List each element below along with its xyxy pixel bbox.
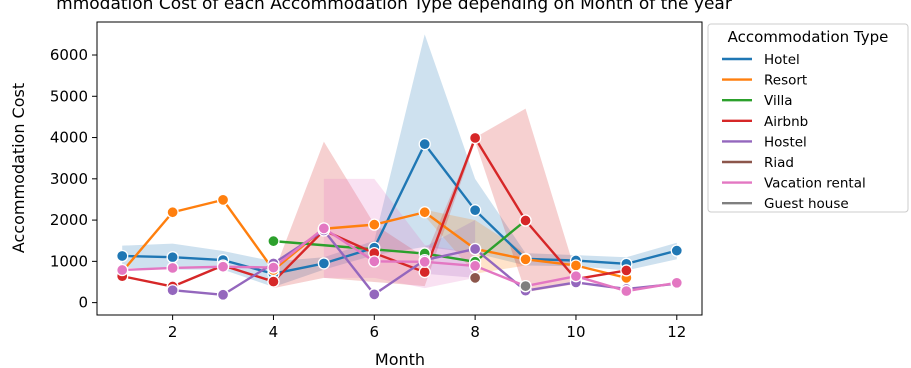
legend-items: Hotel Resort Villa Airbnb Hostel Riad Vacation… <box>722 52 866 212</box>
x-tick-label: 6 <box>370 323 380 341</box>
resort-point <box>216 193 230 207</box>
airbnb-point <box>620 264 633 277</box>
hostel-point <box>216 288 230 301</box>
series-markers <box>116 131 683 301</box>
resort-legend-label: Resort <box>764 73 807 89</box>
x-tick-label: 10 <box>566 323 585 341</box>
hotel-line <box>122 142 678 275</box>
vacation-rental-confidence-band <box>323 178 476 289</box>
airbnb-point <box>468 131 482 145</box>
y-tick-label: 0 <box>78 294 88 312</box>
resort-point <box>519 253 532 266</box>
vacation-rental-legend-label: Vacation rental <box>764 176 866 192</box>
y-tick-label: 6000 <box>50 46 88 64</box>
vacation-rental-point <box>620 284 633 298</box>
vacation-rental-point <box>569 270 583 283</box>
y-axis-ticks: 0 1000 2000 3000 4000 5000 6000 <box>50 46 97 312</box>
airbnb-point <box>418 265 431 279</box>
airbnb-point <box>267 275 280 288</box>
vacation-rental-point <box>418 255 431 268</box>
y-axis-label: Accommodation Cost <box>9 83 28 253</box>
hostel-point <box>368 288 381 301</box>
hostel-legend-label: Hostel <box>764 134 807 150</box>
vacation-rental-point <box>468 259 482 273</box>
vacation-rental-point <box>166 261 179 275</box>
resort-point <box>569 259 583 272</box>
resort-confidence-band <box>424 209 526 274</box>
vacation-rental-point <box>368 255 381 268</box>
hotel-point <box>670 244 683 257</box>
x-tick-label: 2 <box>168 323 178 341</box>
x-axis-ticks: 2 4 6 8 10 12 <box>168 315 686 341</box>
y-tick-label: 5000 <box>50 87 88 105</box>
y-tick-label: 4000 <box>50 129 88 147</box>
legend-title: Accommodation Type <box>728 28 889 46</box>
airbnb-legend-label: Airbnb <box>764 114 808 130</box>
villa-legend-label: Villa <box>764 93 792 109</box>
resort-point <box>368 218 381 231</box>
x-tick-label: 4 <box>269 323 279 341</box>
villa-line <box>273 219 527 263</box>
chart-title: mmodation Cost of each Accommodation Typ… <box>56 0 732 14</box>
vacation-rental-point <box>267 261 280 274</box>
hostel-point <box>166 284 179 297</box>
hotel-point <box>317 257 331 270</box>
y-tick-label: 1000 <box>50 252 88 270</box>
plot-frame <box>96 21 703 316</box>
confidence-bands <box>122 34 677 293</box>
hostel-point <box>468 242 482 256</box>
vacation-rental-point <box>317 222 331 235</box>
villa-point <box>267 234 280 248</box>
y-tick-label: 2000 <box>50 211 88 229</box>
hotel-legend-label: Hotel <box>764 52 800 68</box>
x-axis-label: Month <box>375 350 425 368</box>
riad-point <box>468 271 482 285</box>
vacation-rental-line <box>122 227 677 293</box>
hotel-point <box>116 249 129 263</box>
resort-point <box>418 206 431 219</box>
hotel-point <box>468 204 482 217</box>
hotel-point <box>166 251 179 264</box>
legend: Accommodation Type Hotel Resort Villa Airbn… <box>707 23 909 213</box>
legend-frame <box>707 23 909 213</box>
vacation-rental-point <box>216 260 230 273</box>
y-tick-label: 3000 <box>50 170 88 188</box>
guest-house-legend-label: Guest house <box>764 196 849 212</box>
hotel-point <box>418 138 431 151</box>
vacation-rental-point <box>116 263 129 277</box>
guest-house-point <box>519 279 532 293</box>
hotel-confidence-band <box>122 34 677 287</box>
resort-point <box>166 206 179 219</box>
airbnb-point <box>519 214 532 227</box>
riad-legend-label: Riad <box>764 155 794 171</box>
x-tick-label: 8 <box>470 323 480 341</box>
vacation-rental-point <box>670 276 683 289</box>
x-tick-label: 12 <box>667 323 686 341</box>
